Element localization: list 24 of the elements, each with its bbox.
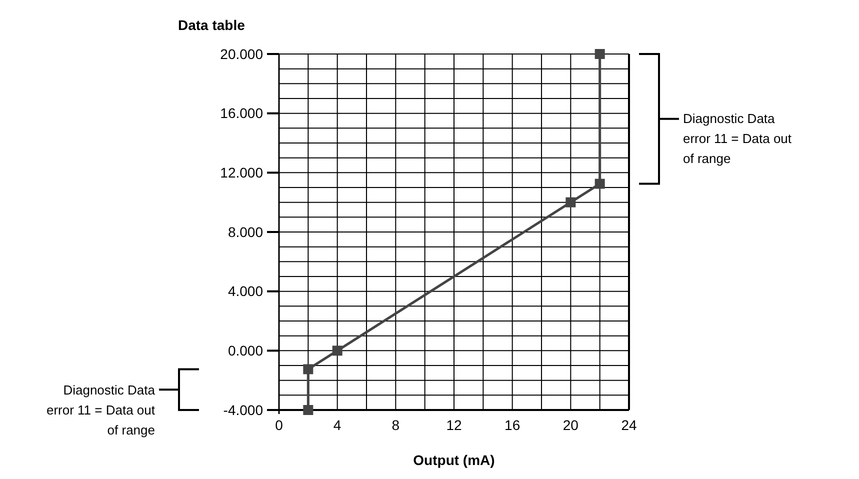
chart-title: Data table (178, 17, 246, 33)
point (594, 49, 605, 59)
text: Diagnostic Data error 11 = Data out of range (683, 110, 792, 166)
point (594, 178, 605, 189)
y-tick-label: 8.000 (228, 224, 264, 240)
y-tick-label: 0.000 (228, 342, 264, 359)
y-tick-label: 20.000 (220, 46, 264, 62)
x-tick-label: 20 (562, 417, 579, 433)
text: Diagnostic Data error 11 = Data out of range (46, 382, 156, 438)
y-tick-label: 4.000 (228, 283, 264, 300)
point (332, 346, 342, 356)
x-tick-label: 12 (446, 417, 462, 433)
y-tick-label: 12.000 (220, 164, 264, 181)
point (303, 364, 314, 374)
x-tick-label: 8 (392, 417, 400, 433)
point (303, 405, 314, 415)
y-tick-label: 16.000 (220, 105, 264, 122)
x-tick-label: 24 (621, 417, 637, 433)
x-tick-label: 16 (504, 417, 520, 433)
x-tick-label: 0 (275, 417, 284, 433)
y-tick-label: -4.000 (223, 402, 264, 418)
point (566, 197, 576, 208)
x-tick-label: 4 (333, 417, 342, 433)
x-axis-title: Output (mA) (413, 452, 495, 468)
